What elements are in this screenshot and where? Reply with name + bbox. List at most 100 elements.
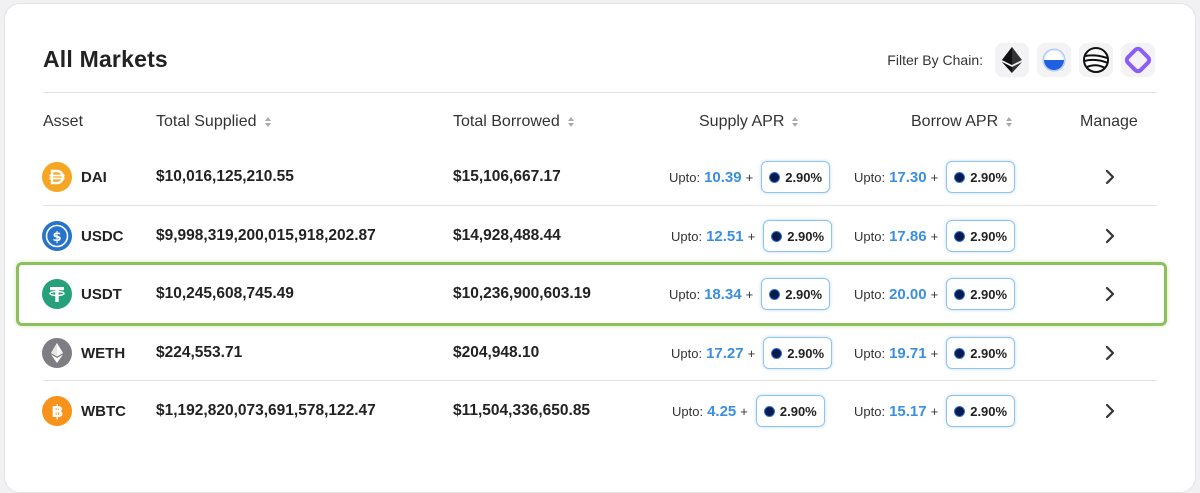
sort-icon (792, 117, 799, 127)
chain-filter-striped[interactable] (1079, 43, 1113, 77)
manage-button[interactable] (1104, 148, 1116, 206)
asset-cell: DAI (42, 148, 107, 206)
sort-icon (1006, 117, 1013, 127)
svg-text:฿: ฿ (52, 402, 64, 422)
header-asset-label: Asset (43, 113, 84, 130)
supply-apr-value: 4.25 (707, 402, 737, 420)
plus-sign: + (930, 169, 939, 185)
borrow-apr-cell: Upto: 19.71 + 2.90% (854, 324, 1016, 382)
upto-label: Upto: (854, 286, 886, 302)
manage-button[interactable] (1104, 382, 1116, 440)
plus-sign: + (930, 403, 939, 419)
plus-sign: + (930, 345, 939, 361)
supply-apr-cell: Upto: 4.25 + 2.90% (672, 382, 825, 440)
borrow-apr-cell: Upto: 20.00 + 2.90% (854, 265, 1016, 323)
borrow-apr-cell: Upto: 15.17 + 2.90% (854, 382, 1016, 440)
upto-label: Upto: (672, 403, 704, 419)
header-asset: Asset (43, 113, 83, 131)
chevron-right-icon (1105, 403, 1115, 419)
table-row-usdc[interactable]: $ USDC $9,998,319,200,015,918,202.87 $14… (5, 207, 1195, 265)
borrow-bonus-badge[interactable]: 2.90% (946, 395, 1016, 427)
chain-filter-ethereum[interactable] (995, 43, 1029, 77)
upto-label: Upto: (669, 169, 701, 185)
header-total-supplied[interactable]: Total Supplied (156, 113, 271, 131)
asset-symbol: USDT (81, 285, 122, 303)
manage-button[interactable] (1104, 207, 1116, 265)
plus-sign: + (930, 286, 939, 302)
supply-bonus-badge[interactable]: 2.90% (761, 161, 831, 193)
total-supplied-value: $9,998,319,200,015,918,202.87 (156, 227, 376, 244)
header-borrow-apr[interactable]: Borrow APR (911, 113, 1013, 131)
supply-apr-value: 18.34 (704, 285, 742, 303)
supply-bonus-badge[interactable]: 2.90% (761, 278, 831, 310)
blue-circle-chain-icon (1042, 48, 1066, 72)
borrow-bonus-value: 2.90% (970, 403, 1008, 419)
total-borrowed-value: $11,504,336,650.85 (453, 402, 591, 419)
header-total-supplied-label: Total Supplied (156, 113, 257, 130)
borrow-bonus-badge[interactable]: 2.90% (946, 337, 1016, 369)
supply-apr-value: 10.39 (704, 168, 742, 186)
asset-symbol: WBTC (81, 402, 126, 420)
upto-label: Upto: (669, 286, 701, 302)
reward-token-icon (954, 171, 966, 183)
supply-bonus-value: 2.90% (787, 345, 825, 361)
plus-sign: + (747, 345, 756, 361)
borrow-apr-cell: Upto: 17.30 + 2.90% (854, 148, 1016, 206)
total-borrowed-value: $204,948.10 (453, 344, 540, 361)
filter-label: Filter By Chain: (887, 52, 983, 68)
svg-text:$: $ (52, 230, 61, 245)
header-divider (43, 92, 1157, 93)
supply-apr-cell: Upto: 17.27 + 2.90% (671, 324, 833, 382)
asset-cell: ฿ WBTC (42, 382, 126, 440)
table-row-dai[interactable]: DAI $10,016,125,210.55 $15,106,667.17 Up… (5, 148, 1195, 206)
upto-label: Upto: (854, 228, 886, 244)
borrow-bonus-badge[interactable]: 2.90% (946, 278, 1016, 310)
borrow-bonus-value: 2.90% (970, 345, 1008, 361)
ethereum-icon (1002, 47, 1022, 73)
borrow-bonus-value: 2.90% (970, 228, 1008, 244)
borrow-apr-value: 17.86 (889, 227, 927, 245)
upto-label: Upto: (671, 228, 703, 244)
table-row-weth[interactable]: WETH $224,553.71 $204,948.10 Upto: 17.27… (5, 324, 1195, 382)
borrow-apr-value: 19.71 (889, 344, 927, 362)
table-row-usdt[interactable]: USDT $10,245,608,745.49 $10,236,900,603.… (16, 262, 1167, 326)
header-total-borrowed[interactable]: Total Borrowed (453, 113, 574, 131)
supply-bonus-badge[interactable]: 2.90% (755, 395, 825, 427)
weth-icon (42, 338, 72, 368)
striped-circle-chain-icon (1083, 47, 1109, 73)
borrow-bonus-badge[interactable]: 2.90% (946, 161, 1016, 193)
supply-bonus-value: 2.90% (785, 169, 823, 185)
borrow-bonus-badge[interactable]: 2.90% (946, 220, 1016, 252)
reward-token-icon (954, 288, 966, 300)
total-supplied-value: $10,016,125,210.55 (156, 168, 294, 185)
asset-cell: $ USDC (42, 207, 124, 265)
total-borrowed-value: $10,236,900,603.19 (453, 285, 591, 302)
manage-button[interactable] (1104, 265, 1116, 323)
chevron-right-icon (1105, 228, 1115, 244)
row-divider (43, 380, 1157, 381)
supply-apr-value: 17.27 (706, 344, 744, 362)
asset-symbol: DAI (81, 168, 107, 186)
plus-sign: + (740, 403, 748, 419)
chevron-right-icon (1105, 286, 1115, 302)
chain-filter-blue[interactable] (1037, 43, 1071, 77)
chevron-right-icon (1105, 169, 1115, 185)
reward-token-icon (954, 230, 966, 242)
chain-filter-purple[interactable] (1121, 43, 1155, 77)
chain-filter: Filter By Chain: (887, 42, 1155, 78)
page-title: All Markets (43, 46, 168, 72)
header-manage: Manage (1080, 113, 1138, 131)
reward-token-icon (763, 405, 775, 417)
borrow-apr-value: 17.30 (889, 168, 927, 186)
header-supply-apr[interactable]: Supply APR (699, 113, 799, 131)
header-total-borrowed-label: Total Borrowed (453, 113, 560, 130)
total-supplied-value: $1,192,820,073,691,578,122.47 (156, 402, 376, 419)
manage-button[interactable] (1104, 324, 1116, 382)
plus-sign: + (930, 228, 939, 244)
supply-bonus-value: 2.90% (785, 286, 823, 302)
supply-bonus-badge[interactable]: 2.90% (763, 220, 833, 252)
reward-token-icon (769, 171, 781, 183)
borrow-bonus-value: 2.90% (970, 169, 1008, 185)
supply-bonus-badge[interactable]: 2.90% (763, 337, 833, 369)
table-row-wbtc[interactable]: ฿ WBTC $1,192,820,073,691,578,122.47 $11… (5, 382, 1195, 440)
